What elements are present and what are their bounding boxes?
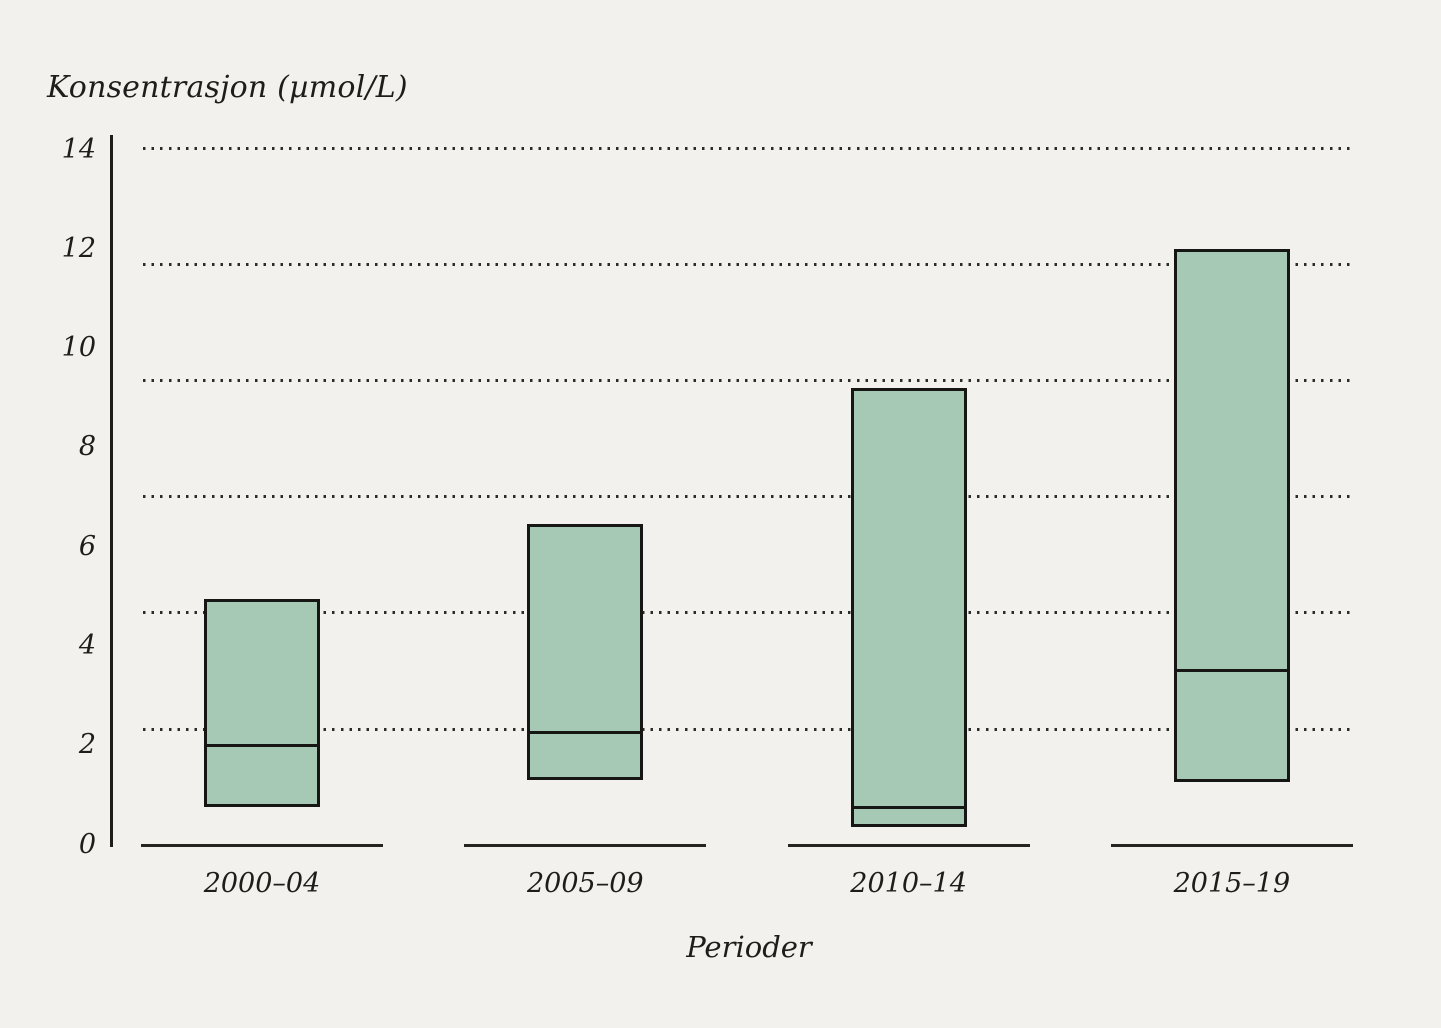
x-tick-label: 2010–14 — [850, 868, 967, 899]
y-tick-label: 14 — [61, 133, 96, 165]
x-tick-label: 2015–19 — [1173, 868, 1291, 899]
box-2010-14 — [850, 387, 967, 828]
x-axis-title: Perioder — [686, 930, 812, 964]
y-tick-label: 12 — [61, 232, 96, 264]
gridline — [143, 611, 1355, 615]
y-tick-label: 0 — [78, 828, 96, 860]
x-baseline — [141, 844, 383, 847]
gridline — [143, 495, 1355, 499]
y-tick-label: 6 — [78, 530, 96, 562]
x-baseline — [787, 844, 1030, 847]
gridline — [143, 727, 1355, 731]
x-tick-label: 2005–09 — [527, 868, 644, 899]
box-2015-19 — [1173, 248, 1290, 783]
y-axis-title: Konsentrasjon (µmol/L) — [47, 70, 408, 105]
y-tick-label: 10 — [61, 332, 96, 364]
gridline — [143, 147, 1355, 150]
gridline — [143, 379, 1355, 383]
x-baseline — [464, 844, 707, 847]
box-2000-04 — [204, 598, 320, 808]
gridline — [143, 263, 1355, 267]
y-axis-line — [110, 135, 113, 847]
y-tick-label: 8 — [78, 431, 96, 463]
median-line — [1173, 669, 1290, 673]
x-tick-label: 2000–04 — [203, 868, 321, 899]
y-tick-label: 2 — [78, 729, 96, 761]
median-line — [204, 743, 320, 747]
x-baseline — [1110, 844, 1353, 847]
median-line — [527, 731, 644, 735]
y-tick-label: 4 — [78, 629, 96, 661]
median-line — [850, 805, 967, 809]
box-2005-09 — [527, 524, 644, 780]
